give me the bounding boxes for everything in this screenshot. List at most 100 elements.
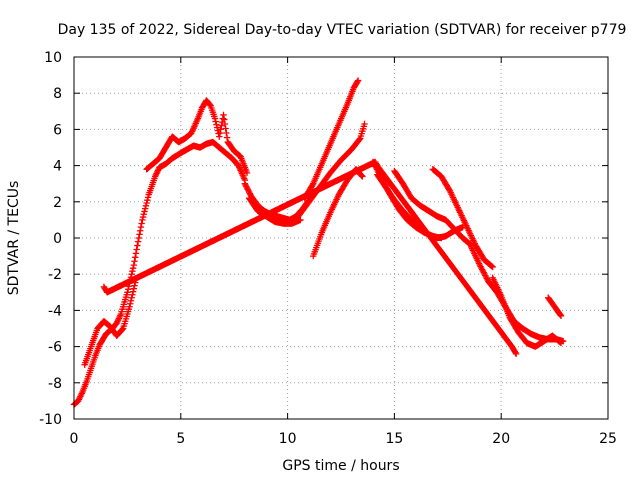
data-point xyxy=(128,271,135,278)
y-axis-label: SDTVAR / TECUs xyxy=(6,181,22,296)
data-point xyxy=(241,180,249,187)
data-point xyxy=(136,231,143,238)
data-point xyxy=(557,339,564,346)
data-point xyxy=(134,242,141,249)
data-point xyxy=(356,136,363,143)
data-point xyxy=(127,297,135,304)
data-point xyxy=(127,300,134,307)
data-point xyxy=(557,339,565,347)
data-point xyxy=(129,288,137,295)
data-point xyxy=(138,220,145,227)
data-point xyxy=(128,294,135,301)
x-tick-label: 0 xyxy=(70,431,79,447)
y-tick-label: -2 xyxy=(48,267,62,283)
data-point xyxy=(133,246,140,253)
series-track-valley-lower xyxy=(245,194,304,227)
data-point xyxy=(126,303,133,310)
y-tick-label: 8 xyxy=(53,86,62,102)
series-track-tail-b xyxy=(489,274,565,350)
data-point xyxy=(139,213,147,221)
data-point xyxy=(137,223,145,231)
data-point xyxy=(206,101,214,109)
series-track-isolated xyxy=(100,158,520,358)
data-point xyxy=(219,115,227,122)
series-track-upper-peak xyxy=(143,97,251,177)
y-tick-label: 4 xyxy=(53,159,62,175)
data-point xyxy=(143,199,150,207)
data-point xyxy=(119,326,126,333)
data-point xyxy=(216,133,223,140)
data-point xyxy=(217,126,224,133)
data-point xyxy=(361,120,368,128)
data-point xyxy=(142,205,149,212)
data-point xyxy=(140,211,147,218)
data-point xyxy=(223,129,230,137)
x-tick-label: 5 xyxy=(176,431,185,447)
chart-title: Day 135 of 2022, Sidereal Day-to-day VTE… xyxy=(58,22,627,38)
data-point xyxy=(557,311,564,319)
data-point xyxy=(512,349,519,356)
data-point xyxy=(132,250,140,257)
data-point xyxy=(245,188,253,196)
y-tick-label: -4 xyxy=(48,303,62,319)
data-point xyxy=(137,227,144,234)
plot-frame xyxy=(73,56,609,420)
x-axis-label: GPS time / hours xyxy=(282,458,399,474)
x-tick-label: 25 xyxy=(599,431,617,447)
data-point xyxy=(354,78,361,85)
series-track-main-rise xyxy=(70,138,249,408)
data-point xyxy=(243,169,251,177)
data-point xyxy=(223,134,231,141)
y-tick-label: -10 xyxy=(39,412,62,428)
x-tick-label: 15 xyxy=(385,431,403,447)
data-point xyxy=(512,350,520,358)
data-point xyxy=(129,264,137,272)
y-tick-label: 10 xyxy=(44,50,62,66)
data-point xyxy=(359,173,366,180)
data-point xyxy=(141,208,148,215)
data-point xyxy=(245,187,252,194)
data-point xyxy=(144,196,151,204)
data-point xyxy=(297,216,304,224)
series-track-descent-d xyxy=(429,166,496,271)
y-tick-label: 2 xyxy=(53,195,62,211)
data-point xyxy=(218,122,225,129)
series-track-low-branch xyxy=(81,276,140,368)
data-point xyxy=(124,286,132,293)
data-point xyxy=(134,238,142,245)
data-point xyxy=(488,263,496,270)
data-point xyxy=(139,216,146,224)
series-track-tail-c xyxy=(544,294,565,320)
data-point xyxy=(144,194,152,201)
x-tick-label: 20 xyxy=(492,431,510,447)
series-track-descent-c xyxy=(391,167,475,249)
data-point xyxy=(246,190,254,197)
data-point xyxy=(213,121,220,128)
data-point xyxy=(222,125,229,132)
data-point xyxy=(131,258,138,265)
data-point xyxy=(129,291,136,298)
plot-area xyxy=(70,77,567,408)
y-tick-label: -6 xyxy=(48,340,62,356)
data-point xyxy=(135,234,142,242)
data-point xyxy=(220,111,227,119)
data-point xyxy=(557,312,565,320)
axis-ticks: 0 5 10 15 20 25 -10 -8 -6 -4 -2 0 2 4 6 8 10 xyxy=(39,50,617,447)
data-point xyxy=(243,183,250,190)
data-point xyxy=(132,254,139,261)
data-point xyxy=(221,116,228,123)
data-point xyxy=(244,186,251,193)
data-point xyxy=(221,120,229,128)
data-point xyxy=(489,263,496,271)
y-tick-label: 6 xyxy=(53,122,62,138)
data-point xyxy=(130,285,138,292)
data-point xyxy=(216,129,224,137)
x-tick-label: 10 xyxy=(279,431,297,447)
data-point xyxy=(354,77,362,84)
data-point xyxy=(242,181,249,189)
data-point xyxy=(213,124,221,131)
data-point xyxy=(358,172,365,179)
data-point xyxy=(129,267,136,275)
data-point xyxy=(142,202,150,210)
